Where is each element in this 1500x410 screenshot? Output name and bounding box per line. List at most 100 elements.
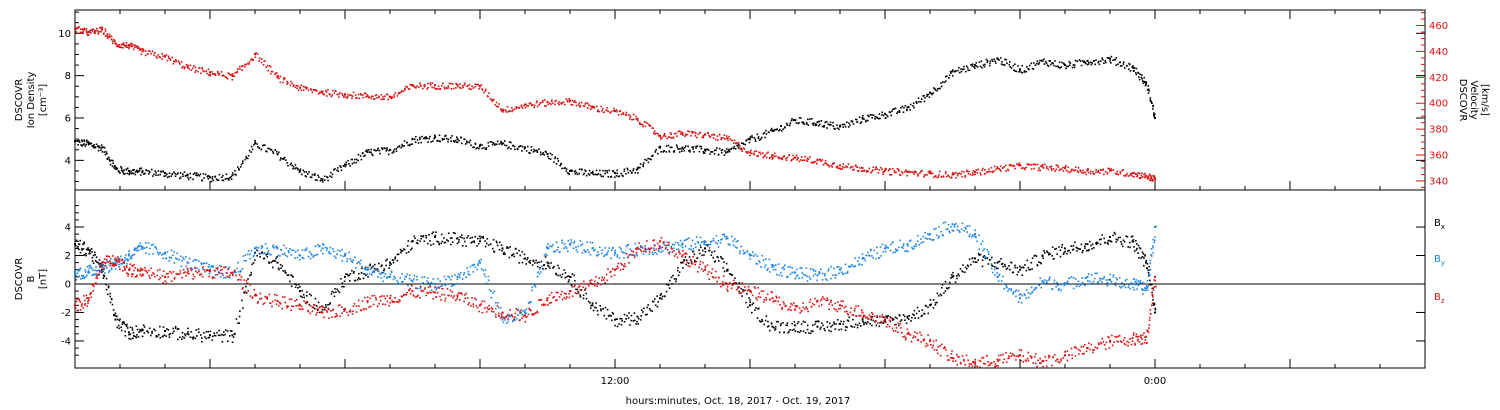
field-bx-point <box>757 308 759 310</box>
field-bx-point <box>285 272 287 274</box>
velocity-point <box>137 45 139 48</box>
field-by-point <box>92 274 94 276</box>
field-bx-point <box>503 251 505 254</box>
field-by-point <box>110 258 112 260</box>
field-by-point <box>848 265 850 268</box>
velocity-point <box>231 79 234 81</box>
field-bx-point <box>943 292 945 294</box>
field-by-point <box>672 247 675 250</box>
density-point <box>109 159 111 162</box>
field-bx-sample <box>128 331 130 334</box>
field-bz-point <box>96 277 99 279</box>
field-bx-point <box>400 250 403 252</box>
field-by-point <box>249 257 251 260</box>
velocity-point <box>856 166 859 168</box>
field-bx-point <box>166 328 168 330</box>
field-bx-point <box>997 267 999 270</box>
density-point <box>218 173 221 176</box>
field-by-point <box>445 278 447 281</box>
field-tick-label: -2 <box>61 308 71 319</box>
density-point <box>100 144 103 146</box>
velocity-point <box>708 134 710 137</box>
density-point <box>1049 60 1051 62</box>
density-point <box>698 150 701 153</box>
density-point <box>824 121 826 124</box>
density-point <box>121 170 124 172</box>
density-point <box>106 157 109 160</box>
field-by-point <box>620 250 623 253</box>
field-bz-point <box>104 264 106 267</box>
density-point <box>139 174 142 176</box>
field-bx-point <box>231 341 234 344</box>
field-bx-sample <box>659 297 661 300</box>
field-bx-point <box>978 254 980 256</box>
field-bx-point <box>221 341 224 343</box>
field-bx-point <box>765 315 768 317</box>
field-by-point <box>502 321 505 324</box>
field-bx-point <box>289 280 291 283</box>
density-point <box>386 147 388 149</box>
density-point <box>120 167 123 170</box>
field-by-point <box>1121 282 1123 284</box>
field-bx-point <box>865 323 868 325</box>
velocity-point <box>961 170 963 173</box>
field-bx-point <box>295 284 298 286</box>
velocity-point <box>531 104 534 106</box>
velocity-point <box>1079 169 1082 171</box>
velocity-point <box>302 85 305 88</box>
density-point <box>429 135 431 138</box>
field-bx-point <box>854 323 857 326</box>
field-by-point <box>840 267 842 269</box>
field-bx-point <box>340 278 342 280</box>
field-by-point <box>1101 278 1103 280</box>
field-bx-point <box>1017 271 1020 273</box>
field-by-point <box>699 244 702 246</box>
field-by-point <box>952 230 955 232</box>
velocity-point <box>699 131 702 134</box>
density-point <box>1018 71 1020 73</box>
field-bx-point <box>756 317 759 319</box>
field-bz-point <box>215 267 217 270</box>
density-point <box>1145 81 1148 83</box>
field-by-point <box>809 268 812 270</box>
field-bx-point <box>357 277 360 279</box>
field-bx-point <box>148 327 151 330</box>
field-by-sample <box>87 270 90 273</box>
density-point <box>1006 62 1008 64</box>
velocity-point <box>484 90 487 92</box>
density-point <box>285 159 287 161</box>
field-bx-point <box>216 331 218 334</box>
field-by-point <box>660 251 663 253</box>
velocity-point <box>383 98 385 100</box>
field-bx-point <box>499 241 501 244</box>
field-bx-point <box>848 316 851 319</box>
velocity-point <box>1041 164 1044 166</box>
field-by-point <box>1060 283 1062 286</box>
density-point <box>699 145 701 148</box>
field-bx-point <box>330 293 333 295</box>
velocity-point <box>1123 174 1125 177</box>
density-point <box>849 124 851 126</box>
field-bx-point <box>440 242 442 245</box>
field-by-point <box>1092 280 1095 283</box>
field-bx-point <box>357 278 359 281</box>
field-by-point <box>383 275 386 278</box>
velocity-point <box>853 168 855 171</box>
velocity-point <box>736 142 739 145</box>
field-bx-sample <box>546 261 549 264</box>
density-point <box>257 145 259 148</box>
velocity-sample <box>101 28 103 31</box>
field-by-sample <box>434 283 436 285</box>
velocity-point <box>657 133 659 135</box>
field-bz-point <box>148 275 150 277</box>
field-bx-point <box>812 324 814 327</box>
field-bz-point <box>170 272 173 275</box>
density-point <box>936 89 938 92</box>
velocity-point <box>792 158 795 160</box>
field-by-point <box>1072 287 1075 290</box>
density-point <box>450 140 452 142</box>
field-bz-point <box>89 293 92 296</box>
velocity-point <box>476 84 478 86</box>
velocity-point <box>1143 173 1145 176</box>
velocity-point <box>190 69 193 71</box>
